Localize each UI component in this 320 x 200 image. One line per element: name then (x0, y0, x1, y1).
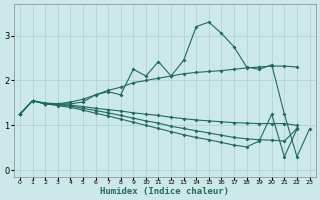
X-axis label: Humidex (Indice chaleur): Humidex (Indice chaleur) (100, 187, 229, 196)
